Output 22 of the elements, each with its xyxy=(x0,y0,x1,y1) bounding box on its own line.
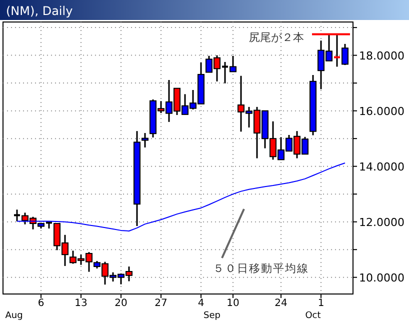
candlestick xyxy=(142,132,148,148)
x-tick-label: 20 xyxy=(114,298,128,309)
y-tick-label: 10.0000 xyxy=(359,271,404,284)
text: Sep xyxy=(204,311,221,321)
y-tick-label: 14.0000 xyxy=(359,160,404,174)
x-tick-label: 27 xyxy=(154,298,168,309)
x-tick-label: 10 xyxy=(226,298,240,309)
x-tick-label: 6 xyxy=(38,298,44,309)
y-tick-label: 12.0000 xyxy=(359,216,404,229)
y-tick-label: 16.0000 xyxy=(359,104,404,118)
line-series xyxy=(16,162,346,232)
text: Aug xyxy=(5,311,23,321)
annotation: ５０日移動平均線 xyxy=(213,262,309,275)
ref-line-label: 尻尾が２本 xyxy=(249,31,304,44)
x-tick-label: 4 xyxy=(198,298,204,309)
y-tick-label: 18.0000 xyxy=(359,49,404,62)
x-tick-label: 13 xyxy=(74,298,88,309)
text: Oct xyxy=(305,311,322,321)
candlestick xyxy=(342,43,348,66)
x-tick-label: 24 xyxy=(274,298,288,309)
x-tick-label: 1 xyxy=(318,298,324,309)
title: (NM), Daily xyxy=(6,4,73,18)
